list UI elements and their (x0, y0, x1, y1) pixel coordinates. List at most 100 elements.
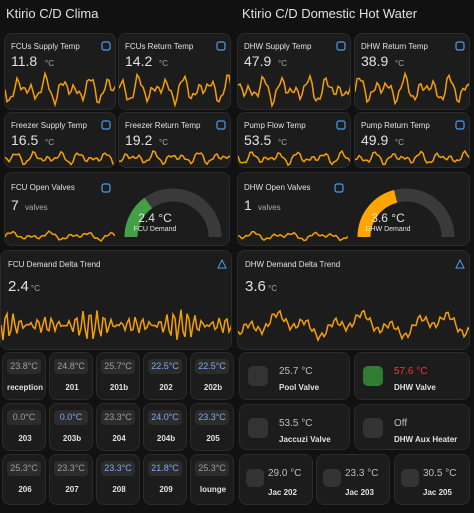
trend-label: DHW Demand Delta Trend (245, 260, 341, 269)
sparkline (355, 71, 469, 106)
icon-bg (248, 418, 268, 438)
room-value: 23.8°C (7, 359, 41, 374)
room-tile[interactable]: 23.3°C 205 (190, 403, 234, 451)
icon (101, 120, 111, 130)
room-value: 23.3°C (101, 410, 135, 425)
room-value: 22.5°C (195, 359, 229, 374)
room-value: 24.0°C (148, 410, 182, 425)
control-value: 25.7 °C (279, 366, 313, 377)
sparkline-path (238, 230, 348, 242)
sensor-value: 11.8 (11, 53, 38, 69)
sparkline (238, 309, 469, 343)
sensor-value: 16.5 (11, 132, 39, 148)
gauge (124, 188, 222, 238)
room-tile[interactable]: 25.7°C 201b (96, 352, 140, 400)
room-name: lounge (199, 485, 227, 494)
room-tile[interactable]: 22.5°C 202 (143, 352, 187, 400)
jacuzzi-icon (323, 469, 341, 487)
sensor-card: FCUs Supply Temp 11.8 °C (4, 33, 116, 110)
room-tile[interactable]: 22.5°C 202b (190, 352, 234, 400)
room-tile[interactable]: 24.0°C 204b (143, 403, 187, 451)
room-name: 205 (206, 434, 220, 443)
sensor-card: DHW Supply Temp 47.9 °C (237, 33, 351, 110)
room-name: 201 (65, 383, 79, 392)
jacuzzi-card[interactable]: 23.3 °C Jac 203 (316, 454, 390, 505)
trend-unit: °C (268, 284, 277, 293)
control-card[interactable]: Off DHW Aux Heater (354, 404, 470, 450)
triangle-icon (455, 259, 465, 269)
icon-shape (455, 259, 465, 269)
room-tile[interactable]: 25.3°C lounge (190, 454, 234, 505)
control-icon (248, 418, 268, 438)
room-tile[interactable]: 23.3°C 207 (49, 454, 93, 505)
sensor-label: FCUs Return Temp (125, 42, 194, 51)
sensor-value: 53.5 (244, 132, 272, 148)
room-value: 22.5°C (148, 359, 182, 374)
sensor-card: Freezer Return Temp 19.2 °C (118, 112, 231, 168)
room-tile[interactable]: 0.0°C 203 (2, 403, 46, 451)
icon-shape (216, 41, 226, 51)
jacuzzi-value: 29.0 °C (268, 468, 302, 479)
triangle-icon (217, 259, 227, 269)
sensor-card: Pump Return Temp 49.9 °C (354, 112, 470, 168)
room-name: 203 (18, 434, 32, 443)
room-name: 209 (159, 485, 173, 494)
icon (101, 41, 111, 51)
sensor-label: DHW Supply Temp (244, 42, 312, 51)
sparkline (119, 150, 230, 166)
room-name: 201b (109, 383, 129, 392)
sensor-unit: °C (159, 59, 168, 68)
room-tile[interactable]: 23.8°C reception (2, 352, 46, 400)
sparkline (238, 73, 350, 109)
trend-value: 3.6 (245, 278, 266, 295)
control-name: DHW Valve (394, 383, 436, 392)
icon-shape (101, 41, 111, 51)
valve-label: DHW Open Valves (244, 183, 311, 192)
sensor-label: Pump Flow Temp (244, 121, 306, 130)
gauge (357, 188, 455, 238)
icon (455, 120, 465, 130)
control-icon (363, 418, 383, 438)
sensor-unit: °C (45, 59, 54, 68)
sensor-value: 19.2 (125, 132, 153, 148)
sensor-value: 14.2 (125, 53, 153, 69)
trend-value: 2.4 (8, 278, 29, 295)
valve-label: FCU Open Valves (11, 183, 75, 192)
room-tile[interactable]: 25.3°C 206 (2, 454, 46, 505)
room-tile[interactable]: 24.8°C 201 (49, 352, 93, 400)
gauge-value: 2.4 °C (138, 211, 172, 225)
room-tile[interactable]: 21.8°C 209 (143, 454, 187, 505)
sensor-value: 38.9 (361, 53, 389, 69)
jacuzzi-icon (401, 469, 419, 487)
valve-value: 7 (11, 197, 19, 213)
sensor-unit: °C (395, 138, 404, 147)
room-name: 208 (112, 485, 126, 494)
gauge-label: DHW Demand (365, 226, 411, 233)
jacuzzi-card[interactable]: 30.5 °C Jac 205 (394, 454, 470, 505)
valve-unit: valves (258, 203, 281, 212)
sensor-label: DHW Return Temp (361, 42, 428, 51)
control-card[interactable]: 57.6 °C DHW Valve (354, 352, 470, 400)
icon-bg (363, 418, 383, 438)
icon-shape (455, 41, 465, 51)
jacuzzi-card[interactable]: 29.0 °C Jac 202 (239, 454, 313, 505)
trend-label: FCU Demand Delta Trend (8, 260, 101, 269)
icon-shape (217, 259, 227, 269)
section-title: Ktirio C/D Clima (6, 6, 99, 21)
icon-bg (363, 366, 383, 386)
room-tile[interactable]: 23.3°C 204 (96, 403, 140, 451)
gauge-fill (124, 197, 153, 238)
icon-shape (336, 41, 346, 51)
icon (216, 41, 226, 51)
control-card[interactable]: 53.5 °C Jaccuzi Valve (239, 404, 350, 450)
room-tile[interactable]: 23.3°C 208 (96, 454, 140, 505)
control-card[interactable]: 25.7 °C Pool Valve (239, 352, 350, 400)
gauge-value: 3.6 °C (371, 211, 405, 225)
sparkline-path (5, 230, 115, 243)
control-value: Off (394, 418, 408, 429)
sparkline-path (238, 73, 350, 109)
sparkline (238, 149, 350, 167)
jacuzzi-name: Jac 205 (423, 488, 452, 497)
sensor-unit: °C (278, 138, 287, 147)
room-tile[interactable]: 0.0°C 203b (49, 403, 93, 451)
